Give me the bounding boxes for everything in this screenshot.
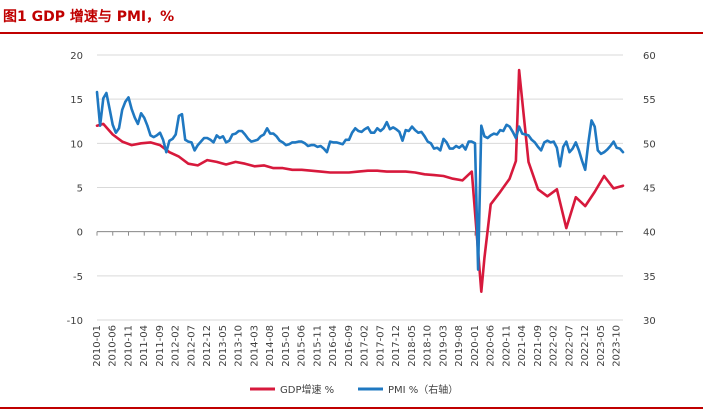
x-tick-label: 2021-09 xyxy=(533,325,544,367)
y-right-tick-label: 30 xyxy=(643,316,656,327)
legend-label: GDP增速 % xyxy=(280,383,334,396)
y-left-tick-label: -5 xyxy=(73,272,83,283)
x-tick-label: 2012-07 xyxy=(186,325,197,367)
y-axis-right: 60 55 50 45 40 35 30 xyxy=(643,51,656,327)
y-left-tick-label: -10 xyxy=(67,316,83,327)
x-tick-label: 2021-04 xyxy=(517,325,528,367)
y-left-tick-label: 20 xyxy=(70,51,83,62)
x-tick-label: 2020-06 xyxy=(486,325,497,367)
x-tick-label: 2018-05 xyxy=(407,325,418,367)
x-tick-label: 2010-06 xyxy=(108,325,119,367)
y-right-tick-label: 35 xyxy=(643,272,656,283)
legend: GDP增速 % PMI %（右轴） xyxy=(250,383,458,396)
x-tick-label: 2019-03 xyxy=(438,325,449,367)
x-tick-label: 2020-01 xyxy=(470,325,481,367)
x-tick-label: 2023-10 xyxy=(612,325,623,367)
y-right-tick-label: 45 xyxy=(643,184,656,195)
series-line-gdp xyxy=(95,68,625,293)
x-tick-label: 2010-11 xyxy=(123,325,134,367)
x-tick-label: 2011-04 xyxy=(139,325,150,367)
x-tick-label: 2015-06 xyxy=(297,325,308,367)
y-axis-left: 20 15 10 5 0 -5 -10 xyxy=(67,51,83,327)
x-tick-label: 2014-03 xyxy=(249,325,260,367)
title-rule xyxy=(0,32,703,34)
x-tick-label: 2022-12 xyxy=(580,325,591,367)
x-tick-label: 2011-09 xyxy=(155,325,166,367)
x-axis: 2010-01 2010-06 2010-11 2011-04 2011-09 2012-… xyxy=(92,231,623,367)
x-tick-label: 2022-07 xyxy=(564,325,575,367)
y-right-tick-label: 50 xyxy=(643,139,656,150)
x-tick-label: 2017-12 xyxy=(391,325,402,367)
x-tick-label: 2013-05 xyxy=(218,325,229,367)
legend-label: PMI %（右轴） xyxy=(388,383,458,396)
y-left-tick-label: 10 xyxy=(70,139,83,150)
x-tick-label: 2012-12 xyxy=(202,325,213,367)
y-right-tick-label: 55 xyxy=(643,95,656,106)
x-tick-label: 2015-01 xyxy=(281,325,292,367)
x-tick-label: 2012-02 xyxy=(171,325,182,367)
x-tick-label: 2020-11 xyxy=(501,325,512,367)
series-line-pmi xyxy=(95,90,625,271)
x-tick-label: 2016-09 xyxy=(344,325,355,367)
y-left-tick-label: 0 xyxy=(77,228,83,239)
y-right-tick-label: 60 xyxy=(643,51,656,62)
x-tick-label: 2022-02 xyxy=(549,325,560,367)
x-tick-label: 2019-08 xyxy=(454,325,465,367)
figure-title: 图1 GDP 增速与 PMI，% xyxy=(3,9,175,25)
x-tick-label: 2023-05 xyxy=(596,325,607,367)
x-tick-label: 2014-08 xyxy=(265,325,276,367)
y-left-tick-label: 5 xyxy=(77,184,83,195)
x-tick-label: 2015-11 xyxy=(312,325,323,367)
x-tick-label: 2018-10 xyxy=(423,325,434,367)
x-tick-label: 2013-10 xyxy=(234,325,245,367)
footer-rule xyxy=(0,407,703,409)
gridlines xyxy=(97,54,623,321)
x-tick-label: 2017-02 xyxy=(360,325,371,367)
y-right-tick-label: 40 xyxy=(643,228,656,239)
series-lines xyxy=(95,68,625,293)
y-left-tick-label: 15 xyxy=(70,95,83,106)
x-tick-label: 2016-04 xyxy=(328,325,339,367)
x-tick-label: 2010-01 xyxy=(92,325,103,367)
x-tick-label: 2017-07 xyxy=(375,325,386,367)
